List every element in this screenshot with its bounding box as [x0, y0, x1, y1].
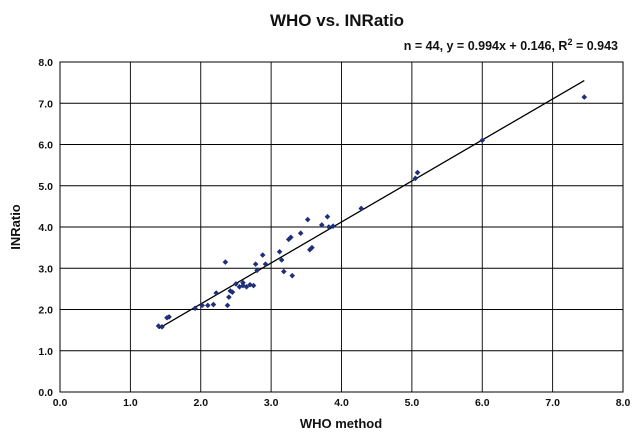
regression-stats-main: n = 44, y = 0.994x + 0.146, R: [404, 39, 568, 53]
data-point: [210, 301, 217, 308]
x-tick-label: 8.0: [616, 397, 631, 409]
data-point: [278, 257, 285, 263]
data-point: [213, 290, 220, 296]
data-point: [199, 302, 205, 309]
data-point: [233, 281, 239, 287]
y-tick-label: 6.0: [38, 140, 53, 152]
data-point: [414, 169, 421, 176]
y-tick-label: 4.0: [38, 222, 53, 234]
regression-stats-tail: = 0.943: [572, 39, 618, 53]
x-tick-label: 3.0: [264, 397, 279, 409]
data-point: [326, 224, 332, 230]
data-point: [276, 248, 283, 255]
data-point: [192, 305, 198, 312]
data-point: [259, 252, 266, 258]
data-point: [358, 205, 365, 212]
x-tick-label: 0.0: [53, 397, 68, 409]
data-point: [236, 284, 243, 290]
data-point: [412, 175, 419, 182]
y-axis-title: INRatio: [8, 204, 23, 250]
trendline-group: [158, 79, 585, 330]
x-tick-label: 1.0: [123, 397, 138, 409]
x-tick-label: 5.0: [405, 397, 420, 409]
data-point: [159, 324, 165, 330]
data-point: [229, 289, 236, 295]
y-tick-label: 1.0: [38, 346, 53, 358]
data-point: [250, 282, 257, 289]
y-tick-label: 3.0: [38, 263, 53, 275]
data-point: [297, 230, 304, 236]
data-point: [204, 302, 211, 309]
data-point: [330, 223, 336, 229]
data-point: [166, 314, 172, 320]
data-point: [224, 302, 231, 309]
data-point: [307, 246, 313, 253]
y-axis-ticks: 0.0 1.0 2.0 3.0 4.0 5.0 6.0 7.0 8.0: [38, 57, 53, 399]
chart-title: WHO vs. INRatio: [270, 11, 404, 30]
data-points: [155, 94, 588, 330]
data-point: [240, 279, 246, 286]
data-point: [222, 259, 229, 265]
data-point: [262, 261, 269, 267]
data-point: [304, 216, 311, 223]
y-tick-label: 7.0: [38, 98, 53, 110]
y-tick-label: 0.0: [38, 387, 53, 399]
gridlines: [59, 61, 624, 393]
data-point: [240, 282, 246, 289]
plot-area: [59, 61, 624, 393]
x-tick-label: 2.0: [193, 397, 208, 409]
data-point: [155, 323, 162, 329]
y-tick-label: 5.0: [38, 181, 53, 193]
data-point: [318, 222, 325, 228]
x-axis-ticks: 0.0 1.0 2.0 3.0 4.0 5.0 6.0 7.0 8.0: [53, 397, 631, 409]
regression-stats-superscript: 2: [567, 37, 572, 47]
regression-stats: n = 44, y = 0.994x + 0.146, R2 = 0.943: [404, 37, 618, 53]
data-point: [227, 288, 234, 294]
data-point: [309, 244, 315, 251]
data-point: [324, 213, 331, 220]
y-tick-label: 2.0: [38, 305, 53, 317]
data-point: [254, 267, 260, 274]
data-point: [247, 281, 253, 288]
data-point: [289, 272, 296, 279]
trendline: [158, 79, 585, 330]
y-tick-label: 8.0: [38, 57, 53, 69]
x-axis-title: WHO method: [300, 416, 382, 431]
x-tick-label: 4.0: [334, 397, 349, 409]
data-point: [226, 294, 232, 300]
data-point: [252, 261, 259, 267]
x-tick-label: 7.0: [545, 397, 560, 409]
data-point: [280, 268, 287, 275]
x-tick-label: 6.0: [475, 397, 490, 409]
data-point: [288, 234, 294, 241]
data-point: [479, 137, 486, 144]
data-point: [581, 94, 588, 100]
